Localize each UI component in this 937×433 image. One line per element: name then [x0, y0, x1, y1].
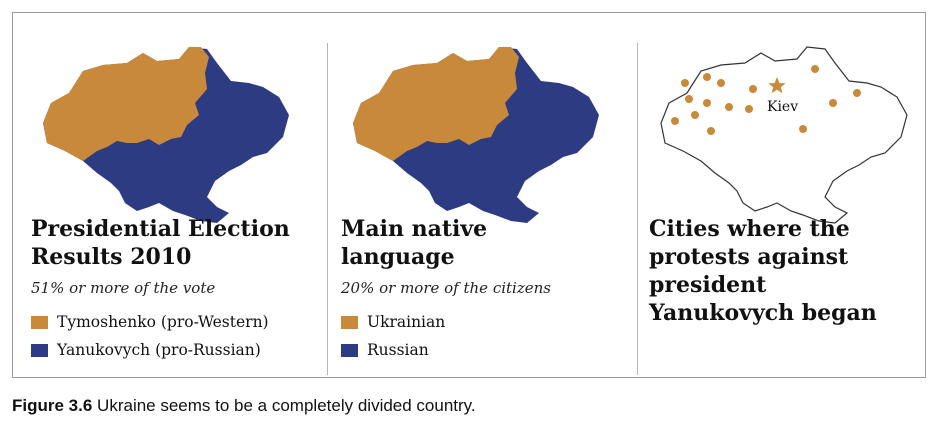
legend-swatch-east: [31, 343, 48, 357]
city-dot-icon: [671, 117, 679, 125]
city-dot-icon: [799, 125, 807, 133]
election-results-panel: Presidential Election Results 2010 51% o…: [31, 13, 323, 379]
legend-label: Ukrainian: [367, 313, 446, 331]
caption-label: Figure 3.6: [12, 396, 93, 415]
city-dot-icon: [703, 99, 711, 107]
legend-swatch-east: [341, 343, 358, 357]
panel-subtitle: 51% or more of the vote: [31, 279, 216, 297]
city-dot-icon: [829, 99, 837, 107]
caption-text: Ukraine seems to be a completely divided…: [97, 396, 476, 415]
legend-swatch-west: [341, 315, 358, 329]
legend-label: Russian: [367, 341, 429, 359]
panel-divider: [637, 43, 638, 375]
title-line: Presidential Election: [31, 216, 290, 242]
city-dot-icon: [691, 111, 699, 119]
panel-title: Main native language: [341, 215, 487, 271]
country-outline: [660, 46, 908, 224]
legend-item: Tymoshenko (pro-Western): [31, 311, 269, 333]
language-map: [353, 47, 599, 223]
city-dot-icon: [853, 89, 861, 97]
city-dot-icon: [707, 127, 715, 135]
title-line: Results 2010: [31, 244, 192, 270]
native-language-panel: Main native language 20% or more of the …: [341, 13, 631, 379]
title-line: language: [341, 244, 455, 270]
legend-item: Ukrainian: [341, 311, 445, 333]
city-dot-icon: [745, 105, 753, 113]
title-line: Cities where the: [649, 216, 850, 242]
title-line: Yanukovych began: [649, 300, 877, 326]
star-icon: [768, 77, 786, 94]
figure-frame: Presidential Election Results 2010 51% o…: [12, 12, 926, 378]
election-map: [43, 47, 289, 223]
title-line: president: [649, 272, 767, 298]
city-dot-icon: [703, 73, 711, 81]
city-dot-icon: [717, 79, 725, 87]
city-dot-icon: [811, 65, 819, 73]
legend-label: Tymoshenko (pro-Western): [57, 313, 269, 331]
figure-caption: Figure 3.6 Ukraine seems to be a complet…: [12, 396, 476, 416]
city-dot-icon: [681, 79, 689, 87]
protest-cities-panel: Kiev Cities where the protests against p…: [649, 13, 921, 379]
panel-divider: [327, 43, 328, 375]
city-dot-icon: [685, 95, 693, 103]
capital-label: Kiev: [767, 99, 798, 115]
legend-item: Russian: [341, 339, 429, 361]
legend-label: Yanukovych (pro-Russian): [57, 341, 261, 359]
panel-title: Cities where the protests against presid…: [649, 215, 877, 327]
city-dot-icon: [749, 85, 757, 93]
title-line: protests against: [649, 244, 849, 270]
legend-item: Yanukovych (pro-Russian): [31, 339, 261, 361]
protest-cities-map: Kiev: [660, 46, 908, 224]
city-markers: [671, 65, 861, 135]
panel-title: Presidential Election Results 2010: [31, 215, 290, 271]
panel-subtitle: 20% or more of the citizens: [341, 279, 551, 297]
legend-swatch-west: [31, 315, 48, 329]
city-dot-icon: [725, 103, 733, 111]
title-line: Main native: [341, 216, 488, 242]
